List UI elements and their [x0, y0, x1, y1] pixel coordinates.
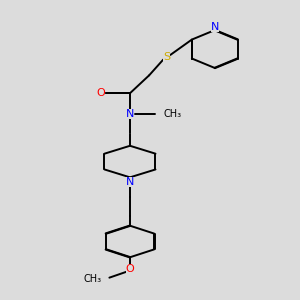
Text: O: O	[126, 264, 134, 274]
Text: CH₃: CH₃	[164, 109, 182, 119]
Text: CH₃: CH₃	[84, 274, 102, 284]
Text: N: N	[126, 109, 134, 119]
Text: O: O	[96, 88, 105, 98]
Text: N: N	[126, 177, 134, 187]
Text: S: S	[163, 52, 170, 62]
Text: N: N	[211, 22, 219, 32]
